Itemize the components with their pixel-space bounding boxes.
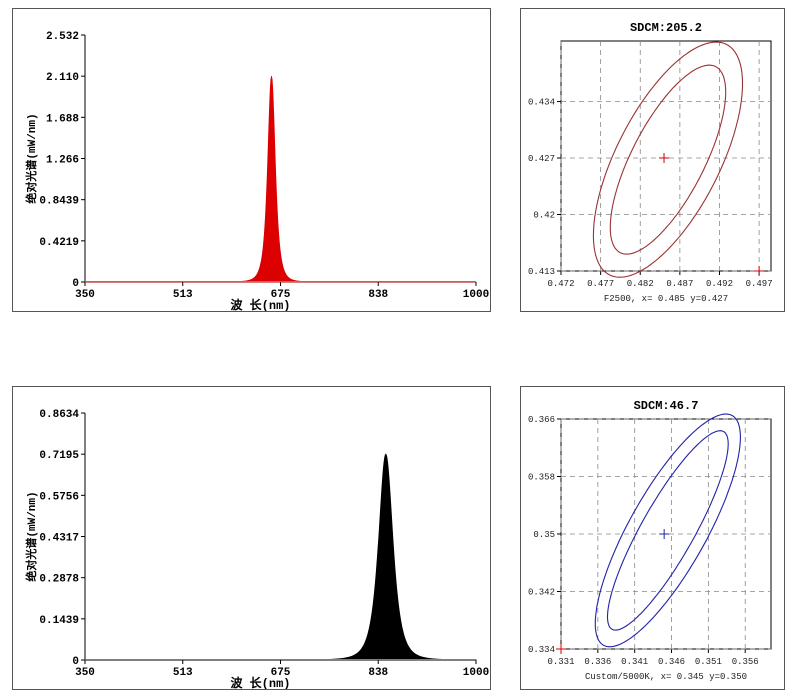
outer-ellipse — [592, 41, 744, 278]
spectrum-peak-area — [85, 76, 476, 283]
x-tick-label: 0.487 — [666, 279, 693, 289]
ir-spectrum-chart: 0 0.1439 0.2878 0.4317 0.5756 0.7195 0.8634 350… — [24, 409, 489, 689]
y-tick-label: 0.358 — [528, 473, 555, 483]
y-axis-title: 绝对光谱(mW/nm) — [24, 113, 39, 203]
x-tick-label: 0.477 — [587, 279, 614, 289]
x-tick-label: 350 — [75, 289, 95, 301]
sdcm-f2500-panel: SDCM:205.2 0.472 0.477 0.482 0.487 0.492 0.497… — [520, 8, 785, 312]
sdcm-title: SDCM:46.7 — [634, 399, 699, 413]
coordinate-readout: F2500, x= 0.485 y=0.427 — [604, 294, 728, 304]
y-tick-label: 0.7195 — [39, 450, 79, 462]
y-tick-label: 0 — [72, 656, 79, 668]
sdcm-5000k-chart: SDCM:46.7 0.331 0.336 0.341 0.346 0.351 0.356 0… — [528, 399, 772, 682]
inner-ellipse — [606, 430, 729, 631]
spectrum-peak-area — [85, 453, 477, 661]
y-tick-label: 0.413 — [528, 267, 555, 277]
y-tick-label: 1.266 — [46, 155, 79, 167]
y-tick-label: 0.334 — [528, 645, 555, 655]
y-tick-label: 0.8439 — [39, 196, 79, 208]
x-tick-label: 1000 — [463, 289, 489, 301]
y-tick-label: 0.1439 — [39, 615, 79, 627]
y-tick-label: 0.2878 — [39, 574, 79, 586]
y-tick-label: 0.366 — [528, 415, 555, 425]
x-axis-title: 波 长(nm) — [230, 675, 290, 689]
y-tick-label: 2.532 — [46, 31, 79, 43]
x-tick-label: 0.497 — [746, 279, 773, 289]
x-tick-label: 0.331 — [547, 657, 574, 667]
x-tick-label: 0.336 — [584, 657, 611, 667]
x-tick-label: 838 — [368, 667, 388, 679]
y-tick-label: 0.42 — [533, 211, 555, 221]
y-tick-label: 0.8634 — [39, 409, 79, 421]
x-tick-label: 0.351 — [695, 657, 722, 667]
x-tick-label: 675 — [271, 289, 291, 301]
x-tick-label: 0.472 — [547, 279, 574, 289]
x-tick-label: 838 — [368, 289, 388, 301]
inner-ellipse — [609, 64, 727, 255]
ir-spectrum-panel: 0 0.1439 0.2878 0.4317 0.5756 0.7195 0.8634 350… — [12, 386, 491, 690]
x-tick-label: 1000 — [463, 667, 489, 679]
x-tick-label: 0.482 — [627, 279, 654, 289]
y-axis-title: 绝对光谱(mW/nm) — [24, 491, 39, 581]
y-tick-label: 0.342 — [528, 588, 555, 598]
red-spectrum-chart: 0 0.4219 0.8439 1.266 1.688 2.110 2.532 350 513 6… — [24, 31, 489, 311]
sdcm-title: SDCM:205.2 — [630, 21, 702, 35]
y-tick-label: 0.4317 — [39, 533, 79, 545]
x-tick-label: 675 — [271, 667, 291, 679]
plot-frame — [560, 40, 772, 272]
x-tick-label: 0.346 — [658, 657, 685, 667]
x-tick-label: 0.341 — [621, 657, 648, 667]
outer-ellipse — [594, 413, 741, 648]
y-tick-label: 0.5756 — [39, 491, 79, 503]
x-tick-label: 0.356 — [732, 657, 759, 667]
y-tick-label: 0.434 — [528, 98, 555, 108]
center-point-marker — [659, 153, 670, 164]
sdcm-f2500-chart: SDCM:205.2 0.472 0.477 0.482 0.487 0.492 0.497… — [528, 21, 773, 304]
y-tick-label: 1.688 — [46, 113, 79, 125]
x-tick-label: 350 — [75, 667, 95, 679]
y-tick-label: 0.4219 — [39, 237, 79, 249]
center-point-marker — [659, 529, 670, 539]
red-spectrum-panel: 0 0.4219 0.8439 1.266 1.688 2.110 2.532 350 513 6… — [12, 8, 491, 312]
coordinate-readout: Custom/5000K, x= 0.345 y=0.350 — [585, 672, 747, 682]
y-tick-label: 0.427 — [528, 154, 555, 164]
y-tick-label: 0 — [72, 278, 79, 290]
y-tick-label: 2.110 — [46, 72, 79, 84]
x-axis-title: 波 长(nm) — [230, 297, 290, 311]
corner-point-marker — [556, 644, 566, 654]
x-tick-label: 513 — [173, 667, 193, 679]
corner-point-marker — [754, 266, 765, 276]
x-tick-label: 513 — [173, 289, 193, 301]
x-tick-label: 0.492 — [706, 279, 733, 289]
sdcm-5000k-panel: SDCM:46.7 0.331 0.336 0.341 0.346 0.351 0.356 0… — [520, 386, 785, 690]
y-tick-label: 0.35 — [533, 530, 555, 540]
